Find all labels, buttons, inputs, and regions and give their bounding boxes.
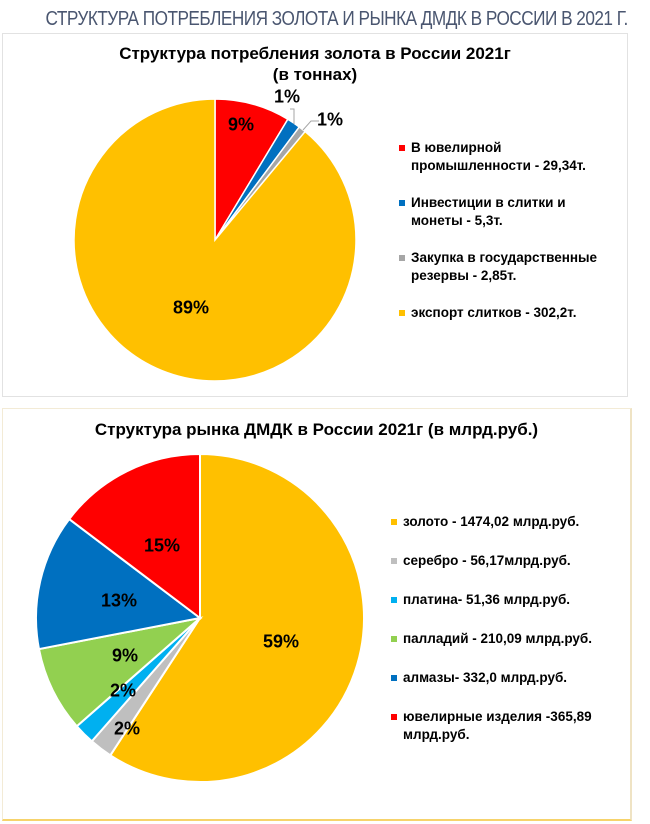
legend-label: Закупка в государственные	[411, 250, 598, 265]
dmdk-market-chart: Структура рынка ДМДК в России 2021г (в м…	[2, 408, 632, 821]
legend-item: серебро - 56,17млрд.руб.	[391, 552, 592, 570]
legend-swatch-icon	[391, 558, 397, 564]
pie-slice-4	[73, 98, 357, 382]
pie-dmdk-market	[35, 452, 365, 783]
legend-item: экспорт слитков - 302,2т.	[399, 304, 597, 322]
data-label: 1%	[273, 86, 301, 107]
pie-slice-6	[67, 452, 201, 621]
legend-label: В ювелирной	[411, 140, 502, 155]
leader-line	[302, 120, 319, 131]
page-title: СТРУКТУРА ПОТРЕБЛЕНИЯ ЗОЛОТА И РЫНКА ДМД…	[45, 8, 629, 30]
data-label: 15%	[143, 535, 181, 556]
chart-subtitle: (в тоннах)	[272, 65, 358, 84]
chart-title: Структура рынка ДМДК в России 2021г (в м…	[94, 420, 539, 439]
legend-swatch-icon	[399, 145, 405, 151]
legend-label: резервы - 2,85т.	[411, 268, 517, 283]
legend: В ювелирной промышленности - 29,34т. Инвес…	[399, 139, 597, 341]
legend-item: алмазы- 332,0 млрд.руб.	[391, 669, 592, 687]
legend-swatch-icon	[399, 310, 405, 316]
legend-label: золото - 1474,02 млрд.руб.	[403, 514, 580, 529]
pie-gold-consumption	[73, 98, 357, 382]
legend-item: ювелирные изделия -365,89 млрд.руб.	[391, 708, 592, 744]
legend-item: В ювелирной промышленности - 29,34т.	[399, 139, 597, 175]
legend-label: серебро - 56,17млрд.руб.	[403, 553, 571, 568]
data-label: 1%	[316, 109, 344, 130]
legend-swatch-icon	[391, 519, 397, 525]
legend-item: золото - 1474,02 млрд.руб.	[391, 513, 592, 531]
pie-slice-5	[35, 517, 203, 651]
chart-title: Структура потребления золота в России 20…	[119, 44, 511, 63]
legend-label: палладий - 210,09 млрд.руб.	[403, 631, 592, 646]
legend-label: ювелирные изделия -365,89	[403, 709, 592, 724]
data-label: 59%	[262, 631, 300, 652]
legend-swatch-icon	[391, 597, 397, 603]
pie-slice-1	[108, 452, 365, 783]
legend-swatch-icon	[391, 675, 397, 681]
legend-swatch-icon	[399, 200, 405, 206]
legend-swatch-icon	[399, 255, 405, 261]
legend-item: платина- 51,36 млрд.руб.	[391, 591, 592, 609]
leader-line	[290, 108, 295, 124]
data-label: 13%	[100, 590, 138, 611]
legend-label: млрд.руб.	[403, 727, 470, 742]
pie-slice-4	[37, 616, 204, 728]
legend-swatch-icon	[391, 714, 397, 720]
legend-label: платина- 51,36 млрд.руб.	[403, 592, 571, 607]
legend-label: экспорт слитков - 302,2т.	[411, 305, 577, 320]
legend-label: алмазы- 332,0 млрд.руб.	[403, 670, 568, 685]
gold-consumption-chart: Структура потребления золота в России 20…	[2, 33, 628, 397]
data-label: 2%	[113, 718, 141, 739]
legend-item: Закупка в государственные резервы - 2,85т…	[399, 249, 597, 285]
data-label: 9%	[111, 645, 139, 666]
data-label: 89%	[172, 297, 210, 318]
legend-item: палладий - 210,09 млрд.руб.	[391, 630, 592, 648]
legend-item: Инвестиции в слитки и монеты - 5,3т.	[399, 194, 597, 230]
legend-swatch-icon	[391, 636, 397, 642]
legend: золото - 1474,02 млрд.руб. серебро - 56,1…	[391, 513, 592, 765]
data-label: 2%	[109, 680, 137, 701]
legend-label: монеты - 5,3т.	[411, 213, 503, 228]
legend-label: промышленности - 29,34т.	[411, 158, 586, 173]
legend-label: Инвестиции в слитки и	[411, 195, 566, 210]
data-label: 9%	[227, 114, 255, 135]
